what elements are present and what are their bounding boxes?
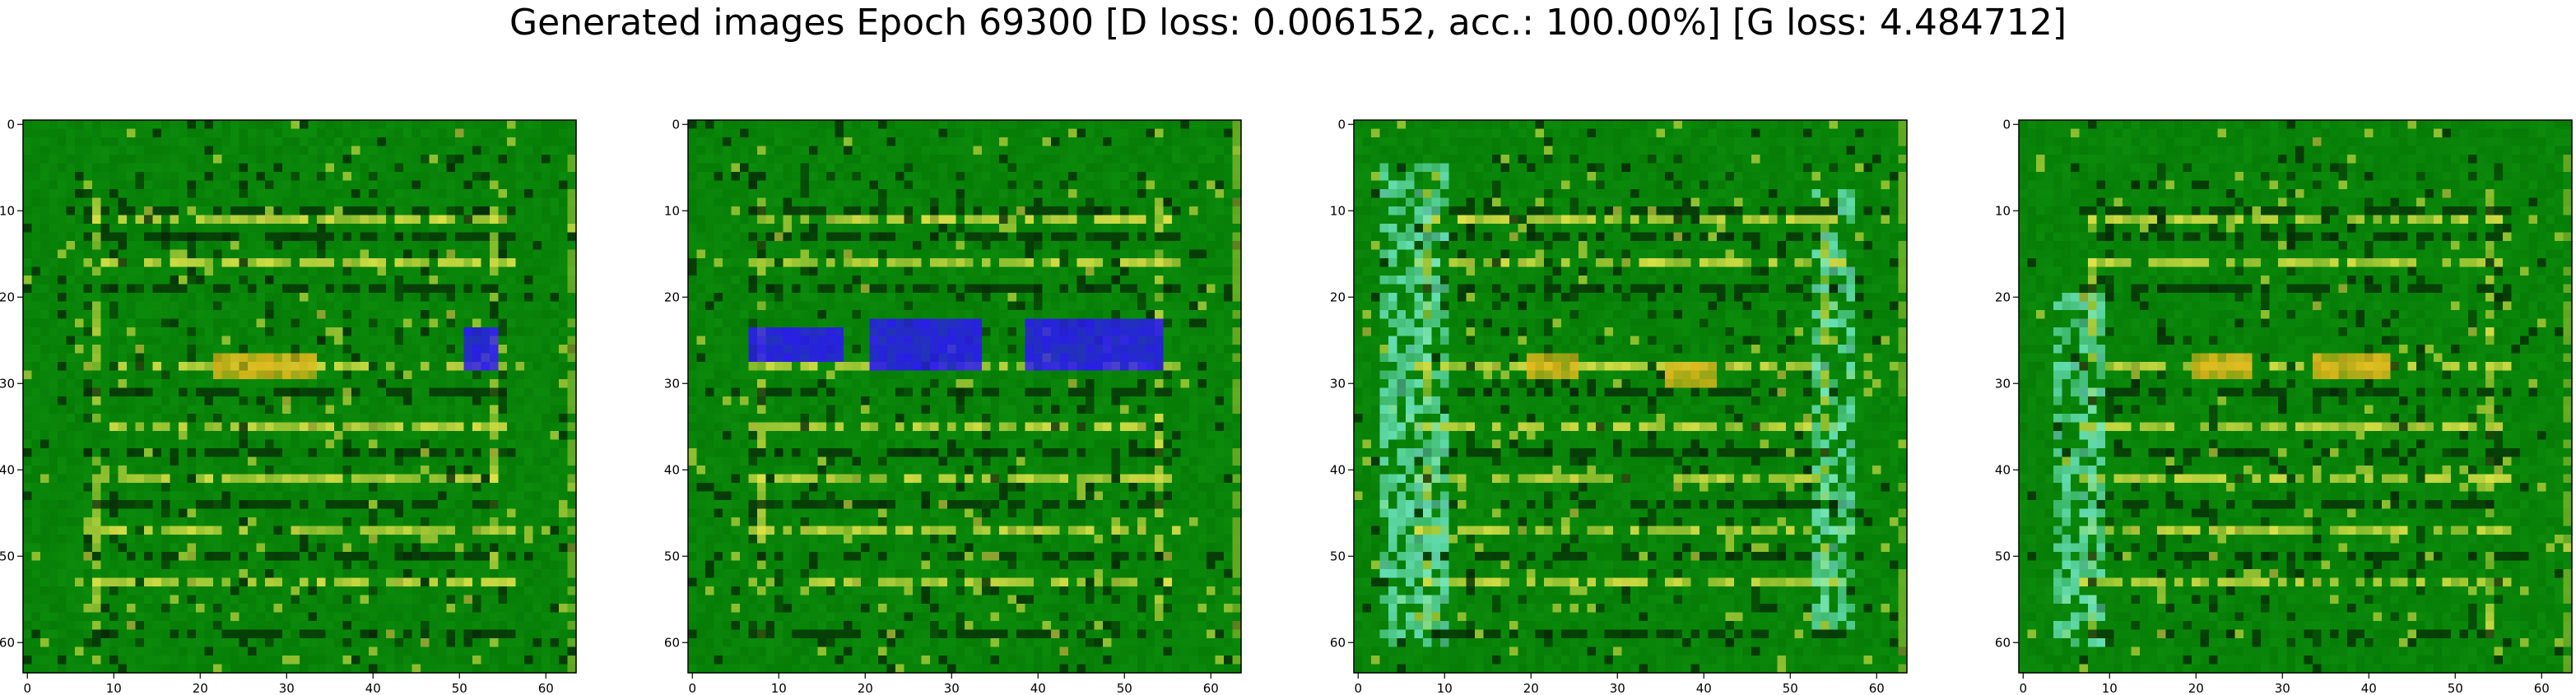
y-tick-label: 30 [0,376,15,391]
y-tick-label: 60 [1330,635,1346,650]
y-tick-label: 60 [664,635,680,650]
y-tick-label: 50 [664,549,680,563]
x-tick-label: 40 [2361,681,2377,695]
y-tick-label: 30 [1995,376,2011,391]
y-tick-label: 30 [1330,376,1346,391]
y-tick-label: 60 [1995,635,2011,650]
x-tick-label: 10 [771,681,787,695]
y-tick-label: 0 [7,117,15,132]
x-tick-label: 40 [1030,681,1046,695]
y-tick-label: 40 [1995,462,2011,477]
y-tick-label: 0 [1337,117,1346,132]
axes-frame [2018,119,2573,674]
y-tick-label: 50 [1330,549,1346,563]
x-tick-label: 50 [2448,681,2463,695]
x-tick-label: 60 [2534,681,2550,695]
x-tick-label: 50 [1117,681,1132,695]
y-tick-label: 50 [1995,549,2011,563]
x-tick-label: 30 [944,681,960,695]
y-tick-label: 30 [664,376,680,391]
y-tick-label: 10 [0,203,15,218]
axes-frame [1353,119,1908,674]
y-tick-label: 10 [664,203,680,218]
subplot-2: 0 10 20 30 40 50 60 0 10 20 30 40 50 60 [664,117,1242,695]
subplot-4-axes: 0 10 20 30 40 50 60 0 10 20 30 40 50 60 [1995,117,2573,695]
figure-suptitle: Generated images Epoch 69300 [D loss: 0.… [509,2,2067,44]
x-tick-label: 30 [2275,681,2290,695]
x-tick-label: 40 [365,681,381,695]
y-tick-label: 20 [0,290,15,304]
subplot-2-axes: 0 10 20 30 40 50 60 0 10 20 30 40 50 60 [664,117,1242,695]
y-tick-label: 0 [2002,117,2011,132]
subplot-3-axes: 0 10 20 30 40 50 60 0 10 20 30 40 50 60 [1330,117,1908,695]
x-tick-label: 30 [1610,681,1625,695]
x-tick-label: 10 [2102,681,2118,695]
x-tick-label: 40 [1696,681,1712,695]
y-tick-label: 20 [1995,290,2011,304]
x-tick-label: 10 [106,681,122,695]
x-tick-label: 0 [688,681,696,695]
x-tick-label: 20 [193,681,208,695]
subplot-4: 0 10 20 30 40 50 60 0 10 20 30 40 50 60 [1995,117,2573,695]
x-tick-label: 10 [1437,681,1453,695]
subplot-1-axes: 0 10 20 30 40 50 60 0 10 20 30 40 50 60 [0,117,577,695]
y-tick-label: 40 [664,462,680,477]
x-tick-label: 50 [452,681,467,695]
heatmap-image [2019,120,2573,674]
x-tick-label: 60 [1203,681,1219,695]
heatmap-image [1354,120,1908,674]
subplot-1: 0 10 20 30 40 50 60 0 10 20 30 40 50 60 [0,117,577,695]
x-tick-label: 60 [1869,681,1885,695]
y-tick-label: 0 [672,117,680,132]
x-tick-label: 0 [23,681,31,695]
y-tick-label: 50 [0,549,15,563]
subplot-3: 0 10 20 30 40 50 60 0 10 20 30 40 50 60 [1330,117,1908,695]
y-tick-label: 40 [1330,462,1346,477]
x-tick-label: 60 [538,681,554,695]
y-tick-label: 20 [1330,290,1346,304]
y-tick-label: 40 [0,462,15,477]
heatmap-image [688,120,1242,674]
x-tick-label: 0 [1354,681,1362,695]
x-tick-label: 20 [2188,681,2204,695]
y-tick-label: 10 [1330,203,1346,218]
x-tick-label: 30 [279,681,295,695]
x-tick-label: 50 [1783,681,1798,695]
heatmap-image [23,120,577,674]
x-tick-label: 20 [858,681,873,695]
y-tick-label: 10 [1995,203,2011,218]
x-tick-label: 0 [2019,681,2027,695]
y-tick-label: 60 [0,635,15,650]
y-tick-label: 20 [664,290,680,304]
x-tick-label: 20 [1523,681,1539,695]
axes-frame [22,119,577,674]
axes-frame [687,119,1242,674]
